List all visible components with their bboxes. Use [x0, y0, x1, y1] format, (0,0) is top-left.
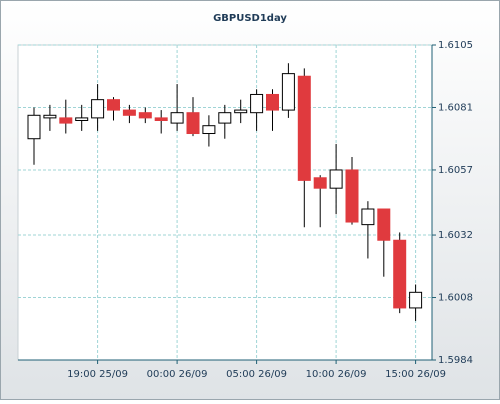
candle-body — [43, 114, 57, 119]
candle-body — [59, 117, 73, 124]
y-tick-label: 1.6032 — [438, 230, 473, 241]
candle-body — [170, 112, 184, 124]
candle-body — [297, 75, 311, 181]
candle-body — [250, 93, 264, 114]
candle-body — [202, 125, 216, 135]
candle-body — [377, 208, 391, 241]
x-tick-label: 19:00 25/09 — [67, 369, 128, 380]
x-tick-label: 05:00 26/09 — [226, 369, 287, 380]
y-tick-label: 1.6057 — [438, 165, 473, 176]
candle-body — [345, 169, 359, 223]
candle-body — [234, 109, 248, 114]
plot-area — [17, 44, 433, 361]
candle-body — [393, 239, 407, 309]
candle-body — [138, 112, 152, 119]
candle-body — [27, 114, 41, 140]
x-tick-label: 00:00 26/09 — [147, 369, 208, 380]
candle-body — [409, 291, 423, 309]
y-tick-label: 1.6008 — [438, 293, 473, 304]
candle-body — [154, 117, 168, 121]
y-tick-label: 1.6081 — [438, 102, 473, 113]
y-tick-label: 1.6105 — [438, 40, 473, 51]
candle-body — [218, 112, 232, 124]
candle-body — [122, 109, 136, 116]
candle-body — [266, 93, 279, 111]
x-tick-label: 10:00 26/09 — [306, 369, 367, 380]
candle-body — [313, 177, 327, 189]
y-tick-label: 1.5984 — [438, 355, 473, 366]
candle-body — [107, 99, 120, 111]
candle-body — [75, 117, 89, 121]
candle-body — [361, 208, 375, 226]
candle-body — [281, 73, 295, 111]
candle-body — [329, 169, 343, 189]
chart-title: GBPUSD1day — [213, 13, 287, 24]
x-tick-label: 15:00 26/09 — [385, 369, 446, 380]
candle-body — [186, 112, 200, 135]
candle-body — [91, 99, 105, 119]
